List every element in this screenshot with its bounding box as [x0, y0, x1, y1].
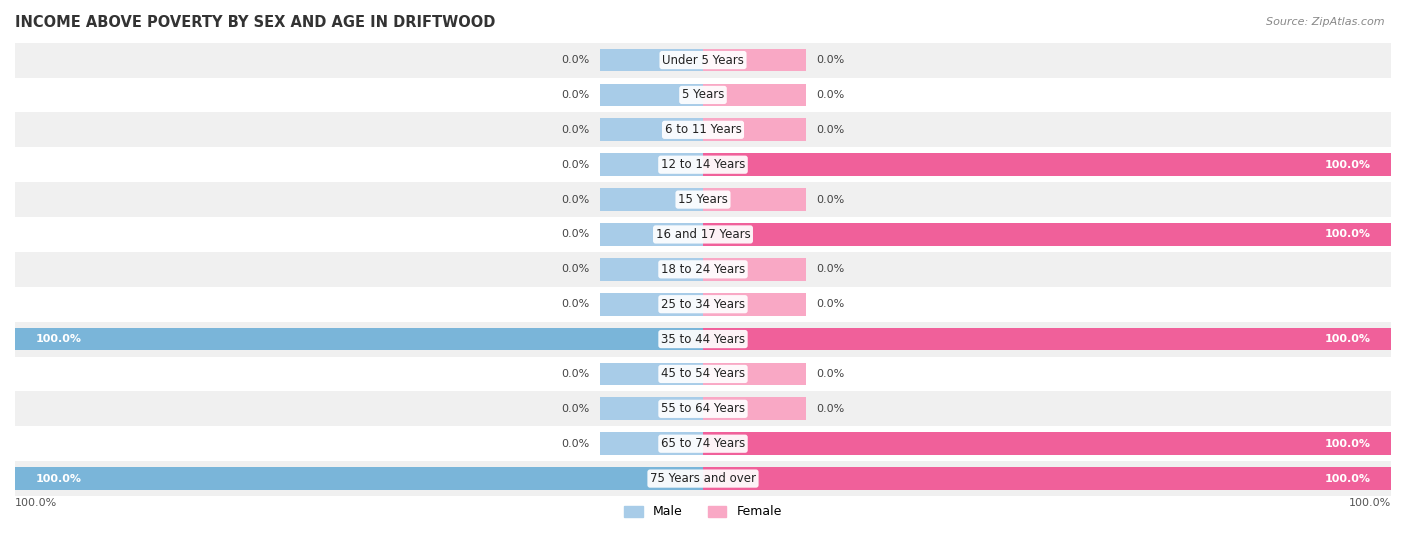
- Text: 0.0%: 0.0%: [561, 55, 589, 65]
- Bar: [15, 467, 703, 490]
- Bar: [600, 432, 703, 455]
- Text: 0.0%: 0.0%: [817, 264, 845, 274]
- Text: 35 to 44 Years: 35 to 44 Years: [661, 333, 745, 345]
- Text: 0.0%: 0.0%: [817, 369, 845, 379]
- Text: 0.0%: 0.0%: [561, 125, 589, 135]
- Bar: [703, 432, 1391, 455]
- Text: 0.0%: 0.0%: [561, 195, 589, 205]
- Text: Under 5 Years: Under 5 Years: [662, 54, 744, 67]
- Bar: [703, 258, 806, 281]
- Text: 12 to 14 Years: 12 to 14 Years: [661, 158, 745, 171]
- Bar: [703, 397, 806, 420]
- Text: 0.0%: 0.0%: [561, 439, 589, 449]
- Bar: [15, 391, 1391, 427]
- Bar: [703, 223, 1391, 246]
- Bar: [15, 328, 703, 350]
- Text: 25 to 34 Years: 25 to 34 Years: [661, 298, 745, 311]
- Text: 0.0%: 0.0%: [561, 229, 589, 239]
- Bar: [15, 357, 1391, 391]
- Text: 100.0%: 100.0%: [1348, 498, 1391, 508]
- Bar: [15, 78, 1391, 112]
- Text: 55 to 64 Years: 55 to 64 Years: [661, 402, 745, 415]
- Bar: [703, 49, 806, 72]
- Bar: [15, 287, 1391, 321]
- Text: 15 Years: 15 Years: [678, 193, 728, 206]
- Text: 0.0%: 0.0%: [817, 90, 845, 100]
- Text: 0.0%: 0.0%: [817, 299, 845, 309]
- Text: 65 to 74 Years: 65 to 74 Years: [661, 437, 745, 450]
- Bar: [15, 112, 1391, 147]
- Text: 0.0%: 0.0%: [817, 55, 845, 65]
- Text: 0.0%: 0.0%: [561, 299, 589, 309]
- Bar: [600, 397, 703, 420]
- Text: 16 and 17 Years: 16 and 17 Years: [655, 228, 751, 241]
- Text: 100.0%: 100.0%: [35, 473, 82, 484]
- Bar: [15, 321, 1391, 357]
- Text: 0.0%: 0.0%: [561, 264, 589, 274]
- Text: 0.0%: 0.0%: [561, 160, 589, 170]
- Bar: [600, 258, 703, 281]
- Text: 5 Years: 5 Years: [682, 88, 724, 101]
- Bar: [703, 119, 806, 141]
- Text: 100.0%: 100.0%: [1324, 473, 1371, 484]
- Text: 100.0%: 100.0%: [35, 334, 82, 344]
- Bar: [600, 363, 703, 385]
- Bar: [15, 217, 1391, 252]
- Text: 0.0%: 0.0%: [817, 125, 845, 135]
- Bar: [600, 223, 703, 246]
- Bar: [15, 461, 1391, 496]
- Text: 0.0%: 0.0%: [561, 404, 589, 414]
- Text: 45 to 54 Years: 45 to 54 Years: [661, 367, 745, 381]
- Bar: [600, 119, 703, 141]
- Bar: [15, 427, 1391, 461]
- Bar: [15, 147, 1391, 182]
- Text: 0.0%: 0.0%: [561, 369, 589, 379]
- Legend: Male, Female: Male, Female: [619, 500, 787, 523]
- Text: 0.0%: 0.0%: [817, 404, 845, 414]
- Text: 18 to 24 Years: 18 to 24 Years: [661, 263, 745, 276]
- Text: 100.0%: 100.0%: [1324, 334, 1371, 344]
- Bar: [600, 293, 703, 315]
- Text: Source: ZipAtlas.com: Source: ZipAtlas.com: [1267, 17, 1385, 27]
- Bar: [703, 363, 806, 385]
- Bar: [703, 293, 806, 315]
- Text: 0.0%: 0.0%: [561, 90, 589, 100]
- Text: 75 Years and over: 75 Years and over: [650, 472, 756, 485]
- Bar: [600, 84, 703, 106]
- Text: 0.0%: 0.0%: [817, 195, 845, 205]
- Text: 100.0%: 100.0%: [1324, 160, 1371, 170]
- Text: 100.0%: 100.0%: [15, 498, 58, 508]
- Text: 100.0%: 100.0%: [1324, 229, 1371, 239]
- Bar: [703, 188, 806, 211]
- Bar: [15, 42, 1391, 78]
- Bar: [703, 153, 1391, 176]
- Text: 6 to 11 Years: 6 to 11 Years: [665, 124, 741, 136]
- Bar: [600, 188, 703, 211]
- Text: INCOME ABOVE POVERTY BY SEX AND AGE IN DRIFTWOOD: INCOME ABOVE POVERTY BY SEX AND AGE IN D…: [15, 15, 495, 30]
- Bar: [600, 153, 703, 176]
- Bar: [15, 252, 1391, 287]
- Text: 100.0%: 100.0%: [1324, 439, 1371, 449]
- Bar: [703, 467, 1391, 490]
- Bar: [600, 49, 703, 72]
- Bar: [703, 328, 1391, 350]
- Bar: [15, 182, 1391, 217]
- Bar: [703, 84, 806, 106]
